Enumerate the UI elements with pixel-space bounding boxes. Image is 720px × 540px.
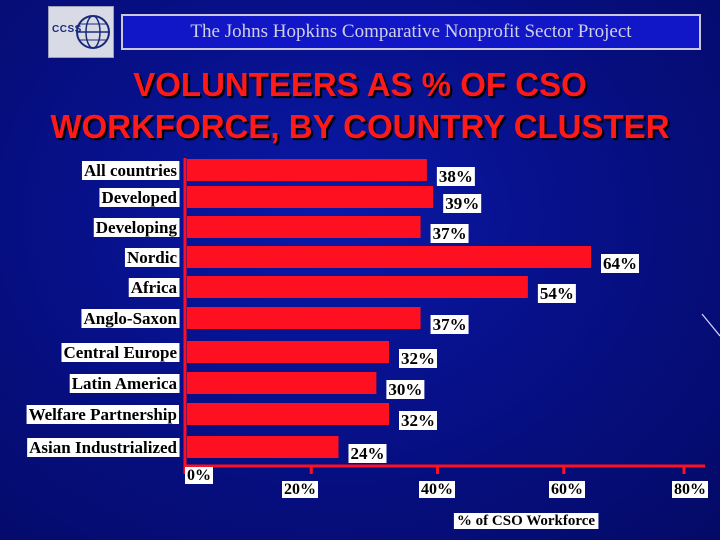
value-label: 39% <box>445 194 479 213</box>
bar <box>187 372 377 394</box>
value-label: 64% <box>603 254 637 273</box>
category-label: Anglo-Saxon <box>83 309 177 328</box>
ccss-logo: CCSS <box>48 6 114 58</box>
x-tick-label: 80% <box>674 481 706 498</box>
category-label: Latin America <box>72 374 178 393</box>
x-tick-label-background <box>672 481 708 498</box>
category-label-background <box>128 278 180 297</box>
value-label-background <box>348 444 387 463</box>
project-banner: The Johns Hopkins Comparative Nonprofit … <box>121 14 701 50</box>
bar <box>187 276 528 298</box>
bar <box>187 186 434 208</box>
x-tick-label-background <box>282 481 318 498</box>
bar <box>187 246 591 268</box>
x-tick-label: 0% <box>187 467 211 484</box>
bar <box>187 307 421 329</box>
x-tick-label-background <box>549 481 585 498</box>
category-label: Asian Industrialized <box>29 438 177 457</box>
x-tick-label: 40% <box>421 481 453 498</box>
value-label: 54% <box>540 284 574 303</box>
value-label-background <box>430 315 469 334</box>
value-label: 32% <box>401 411 435 430</box>
value-label: 24% <box>351 444 385 463</box>
category-label-background <box>69 374 180 393</box>
value-label-background <box>537 284 576 303</box>
page-title: VOLUNTEERS AS % OF CSO WORKFORCE, BY COU… <box>0 64 720 148</box>
category-label: Developing <box>96 218 178 237</box>
logo-text: CCSS <box>52 24 82 35</box>
value-label-background <box>399 411 437 430</box>
category-label: All countries <box>84 161 177 180</box>
category-label: Welfare Partnership <box>29 405 177 424</box>
x-axis-label: % of CSO Workforce <box>457 513 596 529</box>
value-label-background <box>430 224 469 243</box>
value-label: 37% <box>433 224 467 243</box>
x-tick-label-background <box>419 481 455 498</box>
category-label: Central Europe <box>64 343 178 362</box>
value-label-background <box>436 167 475 186</box>
category-label-background <box>93 218 180 237</box>
value-label: 38% <box>439 167 473 186</box>
bar <box>187 403 389 425</box>
x-tick-label: 20% <box>284 481 316 498</box>
category-label-background <box>99 188 180 207</box>
bar <box>187 341 389 363</box>
value-label: 32% <box>401 349 435 368</box>
category-label-background <box>81 309 180 328</box>
category-label-background <box>26 405 179 424</box>
value-label: 37% <box>433 315 467 334</box>
category-label-background <box>61 343 180 362</box>
title-line-1: VOLUNTEERS AS % OF CSO <box>133 66 587 103</box>
decorative-line <box>701 313 720 337</box>
category-label: Africa <box>131 278 178 297</box>
bar <box>187 159 427 181</box>
value-label: 30% <box>388 380 422 399</box>
globe-icon <box>76 15 110 49</box>
x-tick-label-background <box>185 467 213 484</box>
category-label-background <box>27 438 180 457</box>
bar <box>187 216 421 238</box>
value-label-background <box>386 380 425 399</box>
category-label: Nordic <box>127 248 178 267</box>
category-label-background <box>124 248 180 267</box>
value-label-background <box>399 349 437 368</box>
bar <box>187 436 339 458</box>
value-label-background <box>601 254 639 273</box>
x-axis-label-background <box>453 513 599 529</box>
x-tick-label: 60% <box>551 481 583 498</box>
value-label-background <box>443 194 482 213</box>
category-label: Developed <box>101 188 177 207</box>
category-label-background <box>81 161 180 180</box>
title-line-2: WORKFORCE, BY COUNTRY CLUSTER <box>50 108 670 145</box>
